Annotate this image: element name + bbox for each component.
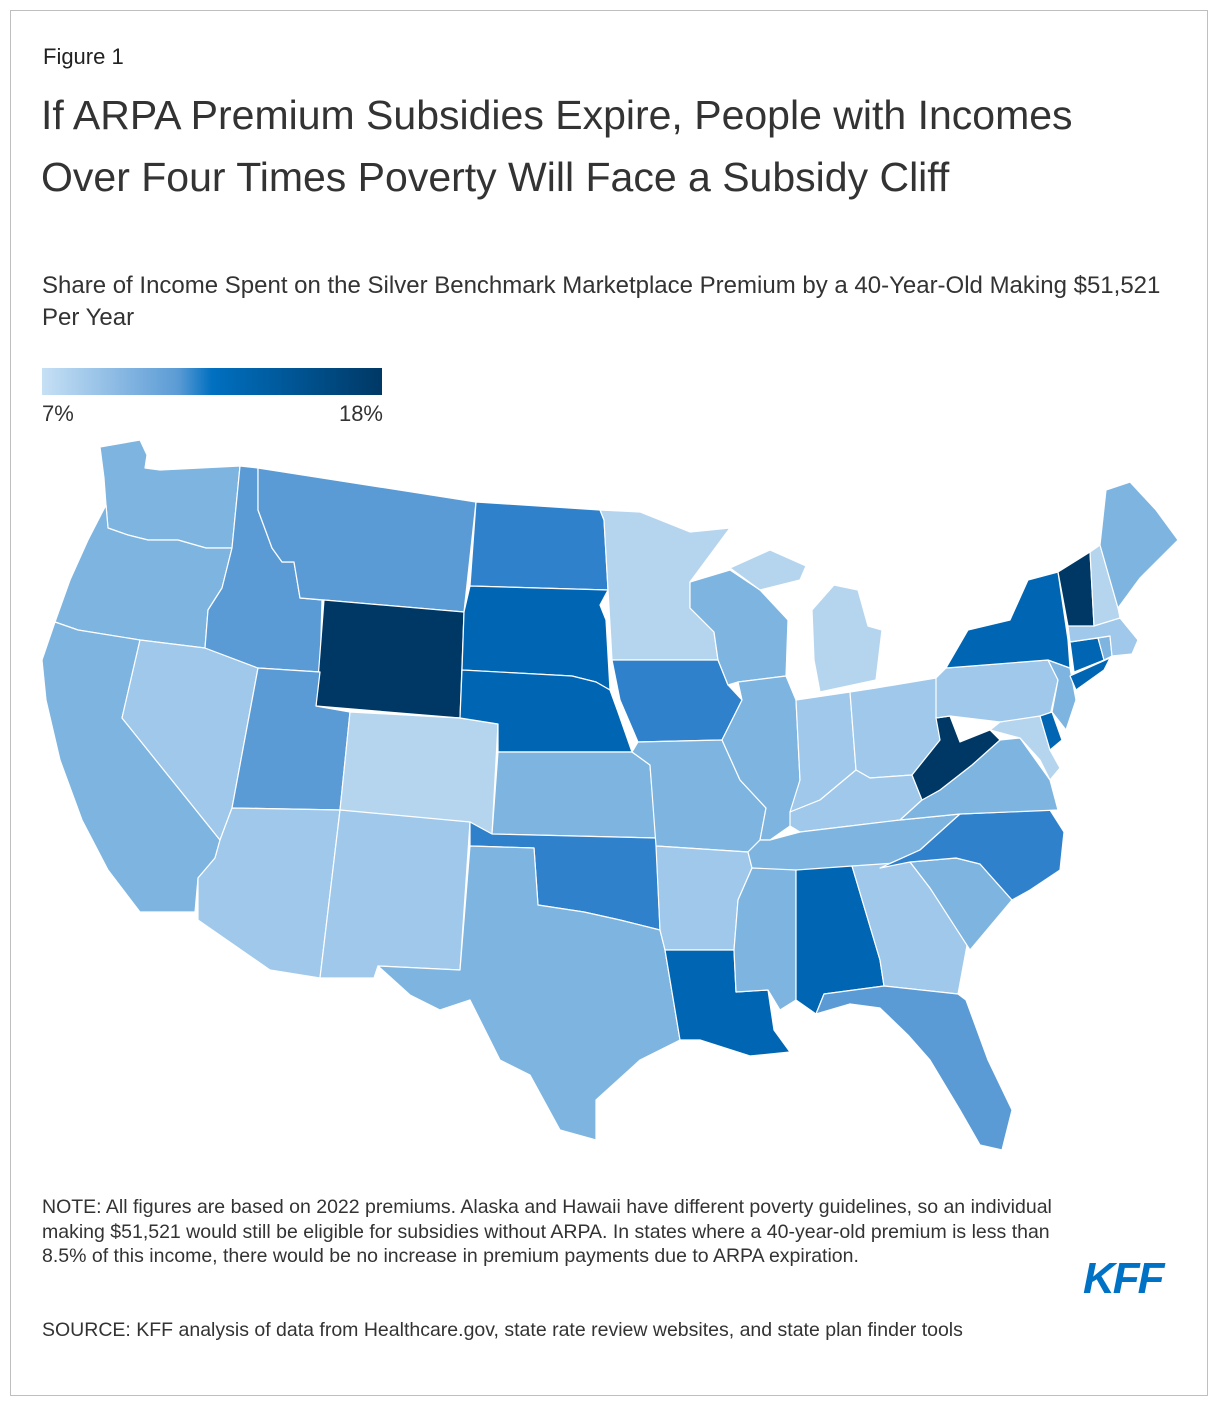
state-TX[interactable]	[377, 845, 681, 1141]
state-KS[interactable]	[491, 751, 657, 839]
state-FL[interactable]	[815, 985, 1013, 1151]
state-MT[interactable]	[257, 467, 477, 613]
us-choropleth-map	[41, 439, 1179, 1151]
note-text: NOTE: All figures are based on 2022 prem…	[42, 1196, 1052, 1267]
state-ND[interactable]	[469, 501, 609, 591]
chart-title: If ARPA Premium Subsidies Expire, People…	[41, 92, 1073, 200]
state-NC[interactable]	[879, 809, 1065, 901]
figure-label: Figure 1	[43, 44, 124, 69]
state-ME[interactable]	[1099, 481, 1179, 609]
state-DE[interactable]	[1039, 711, 1063, 751]
state-MS[interactable]	[733, 867, 797, 1011]
legend-min-label: 7%	[42, 401, 74, 426]
state-MI[interactable]	[729, 549, 883, 693]
legend-gradient-bar	[42, 368, 382, 395]
kff-logo: KFF	[1083, 1254, 1165, 1303]
state-WA[interactable]	[99, 439, 241, 549]
state-CO[interactable]	[339, 711, 499, 835]
state-MA[interactable]	[1067, 617, 1139, 657]
source-text: SOURCE: KFF analysis of data from Health…	[42, 1319, 963, 1341]
state-WY[interactable]	[315, 599, 465, 719]
legend-max-label: 18%	[338, 401, 383, 426]
state-NM[interactable]	[319, 809, 471, 979]
state-PA[interactable]	[935, 659, 1059, 723]
state-MD[interactable]	[989, 715, 1061, 781]
chart-subtitle: Share of Income Spent on the Silver Benc…	[42, 272, 1161, 331]
state-NH[interactable]	[1089, 544, 1121, 627]
state-NE[interactable]	[459, 669, 633, 753]
